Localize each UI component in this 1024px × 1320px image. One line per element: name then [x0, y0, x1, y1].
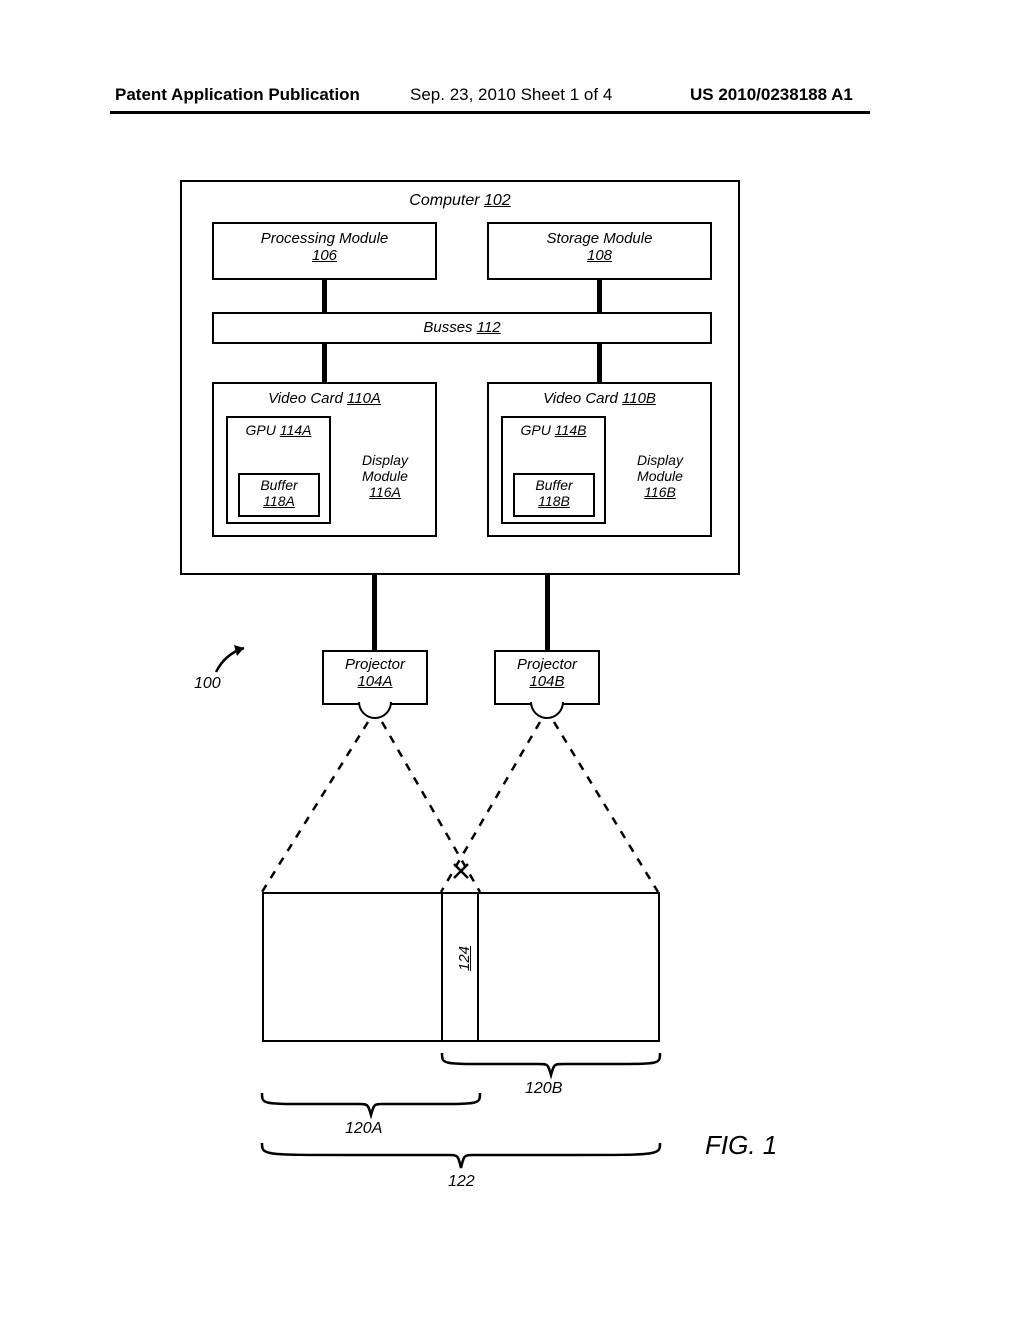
computer-text: Computer [409, 192, 479, 209]
display-module-a: Display Module 116A [344, 452, 426, 500]
computer-ref: 102 [484, 192, 511, 209]
storage-module-label: Storage Module [489, 230, 710, 247]
region-b-label: 120B [525, 1080, 562, 1098]
connector [322, 280, 327, 312]
gpu-a-box: GPU 114A Buffer 118A [226, 416, 331, 524]
lens-b [530, 702, 564, 719]
connector [597, 344, 602, 382]
processing-module-box: Processing Module 106 [212, 222, 437, 280]
processing-module-ref: 106 [214, 247, 435, 264]
projection-rays [180, 720, 740, 900]
header-right: US 2010/0238188 A1 [690, 85, 853, 105]
lens-a [358, 702, 392, 719]
projector-b: Projector 104B [494, 650, 600, 705]
connector [322, 344, 327, 382]
projector-b-label: Projector [496, 656, 598, 673]
busses-box: Busses 112 [212, 312, 712, 344]
video-card-b-label: Video Card 110B [489, 390, 710, 407]
header-center: Sep. 23, 2010 Sheet 1 of 4 [410, 85, 612, 105]
projector-a-ref: 104A [324, 673, 426, 690]
diagram: Computer 102 Processing Module 106 Stora… [180, 180, 740, 1140]
brace-120a [260, 1090, 482, 1120]
busses-ref: 112 [477, 319, 501, 336]
video-card-a-label: Video Card 110A [214, 390, 435, 407]
gpu-a-label: GPU 114A [228, 422, 329, 438]
connector [545, 575, 550, 650]
header-rule [110, 111, 870, 114]
busses-label: Busses [423, 319, 472, 336]
gpu-b-label: GPU 114B [503, 422, 604, 438]
processing-module-label: Processing Module [214, 230, 435, 247]
gpu-b-box: GPU 114B Buffer 118B [501, 416, 606, 524]
buffer-a-box: Buffer 118A [238, 473, 320, 517]
computer-label: Computer 102 [182, 192, 738, 210]
video-card-b: Video Card 110B GPU 114B Buffer 118B Dis… [487, 382, 712, 537]
computer-box: Computer 102 Processing Module 106 Stora… [180, 180, 740, 575]
connector [597, 280, 602, 312]
connector [372, 575, 377, 650]
storage-module-ref: 108 [489, 247, 710, 264]
overlap-ref: 124 [456, 946, 473, 971]
region-a-label: 120A [345, 1120, 382, 1138]
system-ref-label: 100 [194, 675, 221, 693]
region-122-label: 122 [448, 1173, 475, 1191]
video-card-a: Video Card 110A GPU 114A Buffer 118A Dis… [212, 382, 437, 537]
header-left: Patent Application Publication [115, 85, 360, 105]
display-module-b: Display Module 116B [619, 452, 701, 500]
brace-122 [260, 1140, 662, 1172]
projector-a: Projector 104A [322, 650, 428, 705]
brace-120b [440, 1050, 662, 1080]
projector-b-ref: 104B [496, 673, 598, 690]
figure-label: FIG. 1 [705, 1130, 777, 1161]
projector-a-label: Projector [324, 656, 426, 673]
storage-module-box: Storage Module 108 [487, 222, 712, 280]
buffer-b-box: Buffer 118B [513, 473, 595, 517]
